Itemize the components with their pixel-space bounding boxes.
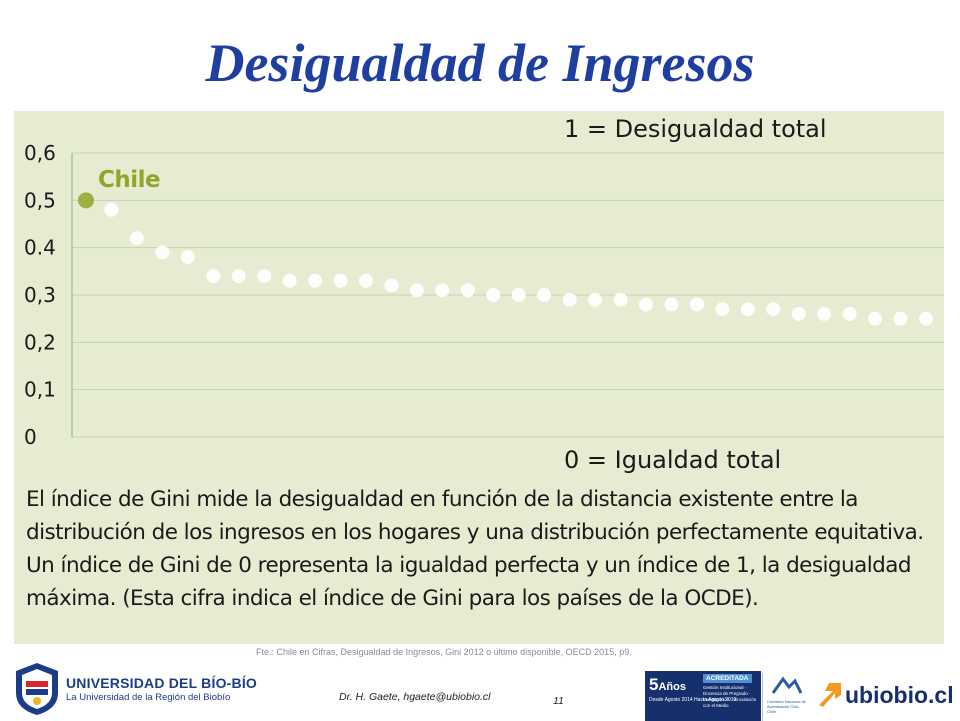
data-point bbox=[562, 292, 577, 307]
data-point bbox=[842, 306, 857, 321]
accreditation-badge: 5Años ACREDITADA Desde Agosto 2014 Hasta… bbox=[645, 671, 761, 721]
chile-label: Chile bbox=[98, 167, 161, 193]
ubiobio-logo: ubiobio.cl bbox=[815, 679, 955, 715]
y-tick-label: 0,2 bbox=[24, 330, 56, 354]
data-point bbox=[257, 269, 272, 284]
data-point bbox=[359, 273, 373, 288]
data-point bbox=[206, 269, 221, 284]
data-point bbox=[409, 283, 424, 298]
data-point bbox=[104, 202, 119, 217]
author-contact: Dr. H. Gaete, hgaete@ubiobio.cl bbox=[339, 691, 491, 703]
university-tagline: La Universidad de la Región del Biobío bbox=[66, 692, 231, 703]
website-text: ubiobio.cl bbox=[845, 682, 954, 708]
slide-title: Desigualdad de Ingresos bbox=[205, 33, 755, 93]
data-point bbox=[766, 302, 781, 317]
cna-logo: Comisión Nacional de Acreditación CNA-Ch… bbox=[762, 673, 809, 721]
data-point bbox=[919, 311, 933, 326]
arrow-icon bbox=[819, 683, 841, 707]
chart-panel: 0,6 0,5 0.4 0,3 0,2 0,1 0 1 = Desigualdad tota… bbox=[14, 111, 944, 644]
data-point bbox=[715, 302, 730, 317]
accreditation-title: ACREDITADA bbox=[703, 674, 752, 683]
gini-scatter-chart: 0,6 0,5 0.4 0,3 0,2 0,1 0 bbox=[24, 141, 944, 449]
data-point bbox=[639, 297, 653, 312]
cna-text: Comisión Nacional de Acreditación CNA-Ch… bbox=[767, 699, 806, 714]
annotation-min: 0 = Igualdad total bbox=[564, 446, 782, 474]
data-point bbox=[791, 306, 806, 321]
y-tick-label: 0,3 bbox=[24, 283, 56, 307]
data-point bbox=[588, 292, 603, 307]
data-points bbox=[78, 192, 933, 326]
accreditation-areas: Gestión Institucional · Docencia de Preg… bbox=[703, 685, 757, 708]
footer: UNIVERSIDAD DEL BÍO-BÍO La Universidad d… bbox=[0, 657, 960, 721]
data-point bbox=[384, 278, 399, 293]
data-point bbox=[435, 283, 450, 298]
data-point bbox=[664, 297, 679, 312]
data-point bbox=[486, 288, 501, 302]
data-point bbox=[180, 250, 195, 265]
gini-description: El índice de Gini mide la desigualdad en… bbox=[26, 487, 924, 611]
y-tick-label: 0 bbox=[24, 425, 37, 449]
y-tick-labels: 0,6 0,5 0.4 0,3 0,2 0,1 0 bbox=[24, 141, 56, 449]
university-crest-icon bbox=[16, 663, 58, 715]
data-point bbox=[460, 283, 475, 298]
data-point bbox=[231, 269, 246, 284]
data-point bbox=[817, 306, 832, 321]
data-point bbox=[155, 245, 170, 260]
accreditation-years: 5Años bbox=[649, 675, 686, 694]
data-point bbox=[333, 273, 348, 288]
annotation-max: 1 = Desigualdad total bbox=[564, 115, 827, 143]
page-number: 11 bbox=[553, 695, 564, 707]
source-note: Fte.: Chile en Cifras, Desigualdad de In… bbox=[256, 647, 632, 657]
cna-mark-icon bbox=[771, 676, 803, 694]
data-point bbox=[868, 311, 883, 326]
y-tick-label: 0,1 bbox=[24, 378, 56, 402]
y-tick-label: 0,5 bbox=[24, 188, 56, 212]
accreditation-period: Desde Agosto 2014 Hasta Agosto 2019 bbox=[649, 697, 737, 703]
university-name: UNIVERSIDAD DEL BÍO-BÍO bbox=[66, 675, 258, 691]
y-tick-label: 0,6 bbox=[24, 141, 56, 165]
data-point bbox=[613, 292, 628, 307]
data-point bbox=[129, 231, 144, 246]
data-point bbox=[893, 311, 908, 326]
data-point bbox=[282, 273, 297, 288]
data-point bbox=[511, 288, 526, 302]
data-point-chile bbox=[78, 192, 94, 209]
data-point bbox=[689, 297, 704, 312]
data-point bbox=[537, 288, 552, 302]
data-point bbox=[308, 273, 323, 288]
y-tick-label: 0.4 bbox=[24, 236, 56, 260]
data-point bbox=[740, 302, 755, 317]
grid-lines bbox=[72, 152, 944, 438]
